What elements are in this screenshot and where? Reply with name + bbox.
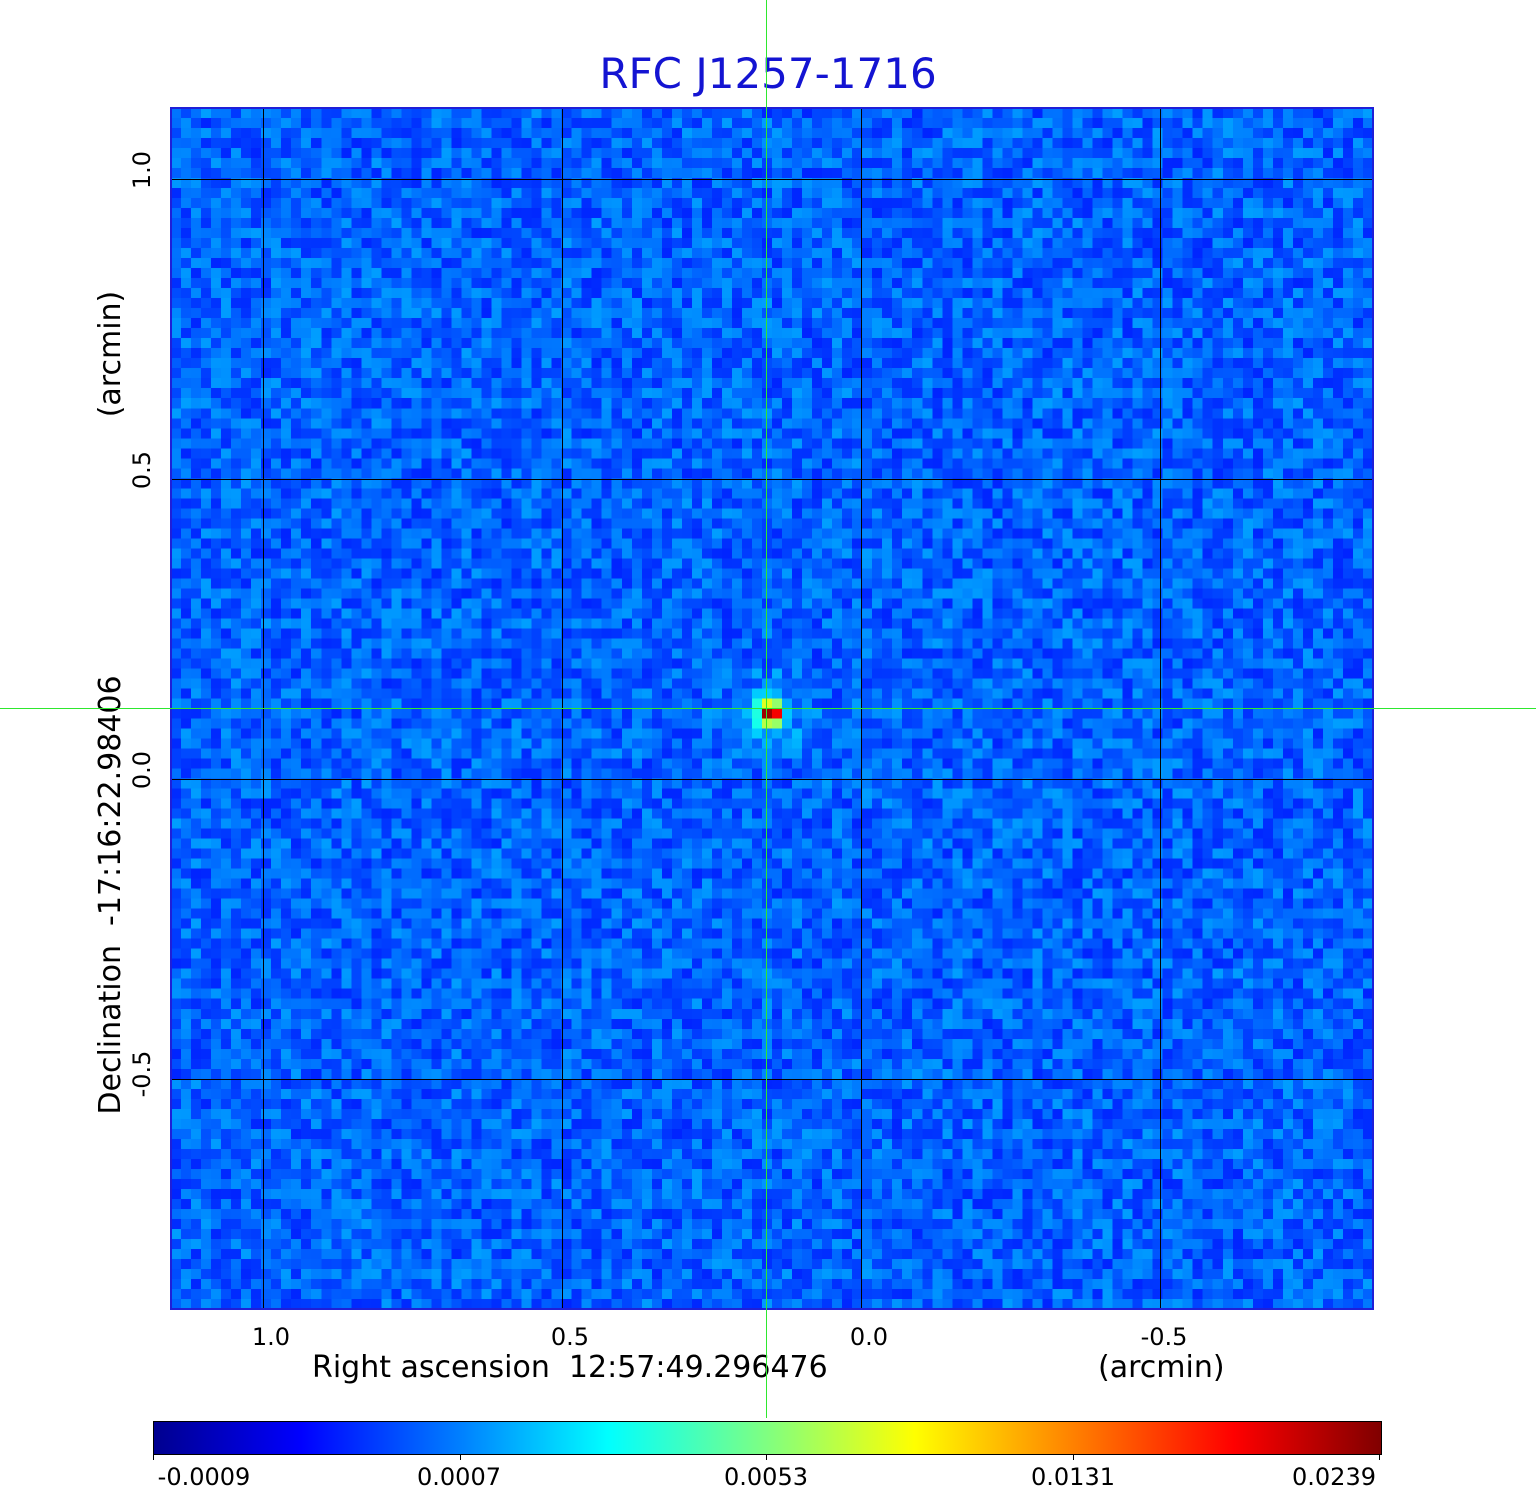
image-title: RFC J1257-1716 <box>599 49 937 98</box>
colorbar-tick <box>460 1454 461 1460</box>
colorbar <box>153 1421 1382 1455</box>
colorbar-label: 0.0053 <box>724 1463 808 1491</box>
grid-line-dec-1.0 <box>171 179 1373 180</box>
grid-line-dec-0.0 <box>171 779 1373 780</box>
colorbar-label: 0.0007 <box>417 1463 501 1491</box>
colorbar-label: 0.0131 <box>1031 1463 1115 1491</box>
colorbar-label: 0.0239 <box>1292 1463 1376 1491</box>
grid-line-dec-minus-0.5 <box>171 1079 1373 1080</box>
y-tick-label: 1.0 <box>128 150 156 190</box>
x-tick-label: 0.5 <box>550 1323 590 1351</box>
y-tick-label: -0.5 <box>128 1050 156 1098</box>
x-tick-label: 1.0 <box>251 1323 291 1351</box>
x-tick-label: 0.0 <box>849 1323 889 1351</box>
grid-line-dec-0.5 <box>171 479 1373 480</box>
crosshair-horizontal <box>0 708 1536 709</box>
colorbar-tick <box>153 1454 154 1460</box>
colorbar-tick <box>766 1454 767 1460</box>
colorbar-label: -0.0009 <box>157 1463 251 1491</box>
x-tick-label: -0.5 <box>1140 1323 1188 1351</box>
x-axis-label: Right ascension 12:57:49.296476 <box>312 1350 828 1385</box>
x-axis-unit: (arcmin) <box>1098 1350 1225 1385</box>
crosshair-vertical <box>766 0 767 1418</box>
colorbar-tick <box>1073 1454 1074 1460</box>
colorbar-tick <box>1379 1454 1380 1460</box>
y-axis-label: Declination -17:16:22.98406 <box>93 675 128 1115</box>
y-axis-unit: (arcmin) <box>93 290 128 418</box>
y-tick-label: 0.5 <box>128 450 156 490</box>
y-tick-label: 0.0 <box>128 750 156 790</box>
